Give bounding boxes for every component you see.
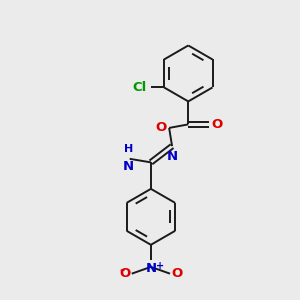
Text: N: N — [145, 262, 156, 275]
Text: O: O — [212, 118, 223, 131]
Text: O: O — [156, 122, 167, 134]
Text: Cl: Cl — [132, 81, 146, 94]
Text: O: O — [172, 267, 183, 280]
Text: N: N — [123, 160, 134, 173]
Text: -: - — [119, 264, 124, 277]
Text: +: + — [156, 261, 164, 271]
Text: N: N — [167, 150, 178, 163]
Text: O: O — [119, 267, 130, 280]
Text: H: H — [124, 144, 133, 154]
